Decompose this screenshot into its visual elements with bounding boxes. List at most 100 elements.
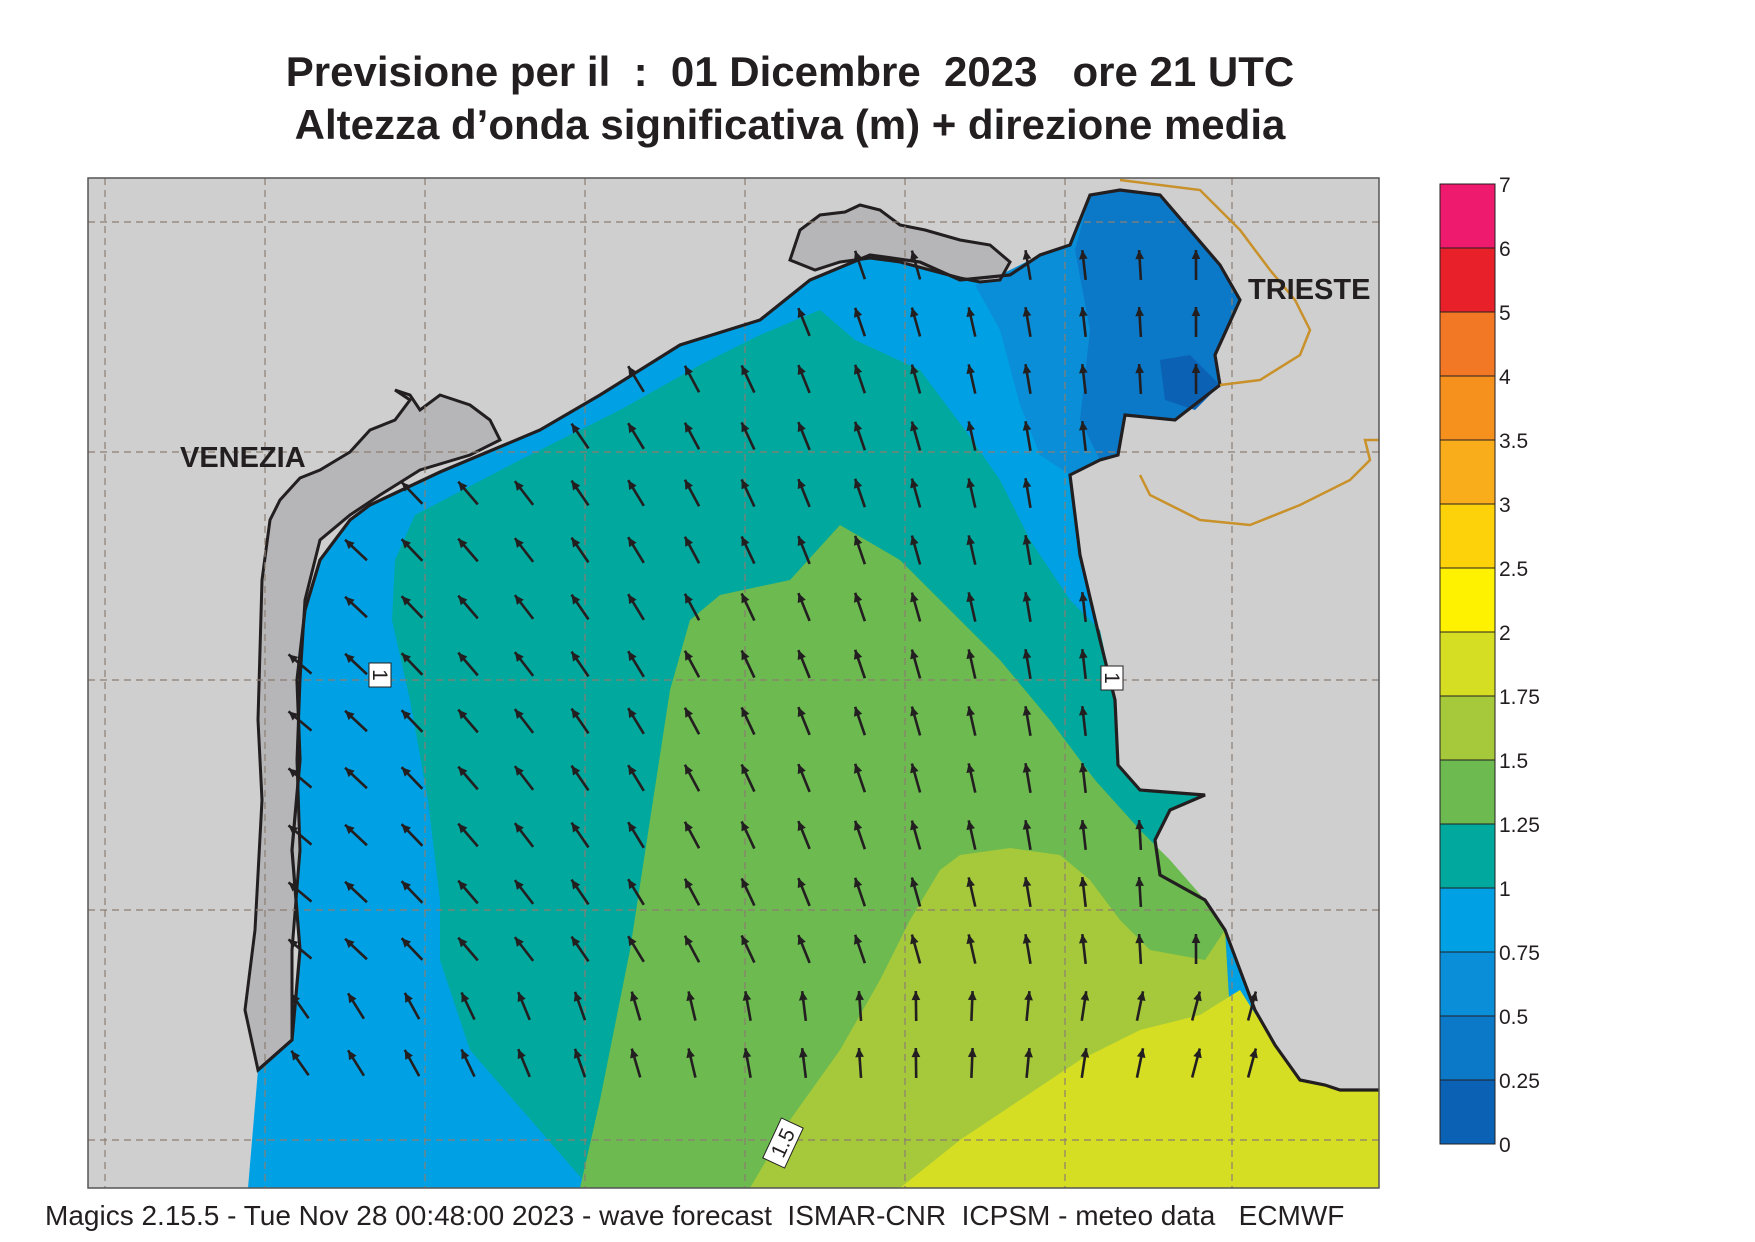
direction-arrow-head	[911, 1048, 921, 1058]
direction-arrow-head	[514, 652, 524, 662]
direction-arrow-head	[404, 1049, 413, 1060]
direction-arrow-head	[797, 707, 806, 718]
direction-arrow-head	[401, 938, 411, 948]
direction-arrow-head	[967, 1048, 977, 1058]
direction-arrow-head	[1022, 649, 1032, 659]
direction-arrow-head	[628, 708, 637, 719]
direction-arrow-head	[1022, 934, 1032, 944]
direction-arrow-head	[1022, 364, 1032, 374]
direction-arrow-head	[401, 824, 411, 834]
direction-arrow-head	[853, 307, 863, 318]
city-label-venezia: VENEZIA	[180, 442, 306, 474]
direction-arrow-head	[910, 421, 919, 432]
svg-text:1: 1	[368, 669, 391, 681]
coastline	[256, 188, 1379, 1092]
direction-arrow-head	[1022, 307, 1032, 317]
footer-credits: Magics 2.15.5 - Tue Nov 28 00:48:00 2023…	[45, 1200, 1345, 1231]
legend-tick-label: 2	[1499, 622, 1511, 645]
direction-arrow-head	[910, 649, 919, 660]
direction-arrow-head	[514, 709, 524, 719]
direction-arrow-head	[291, 993, 301, 1004]
direction-arrow-head	[853, 535, 863, 546]
direction-arrow-head	[853, 934, 863, 945]
direction-arrow-head	[855, 991, 864, 1001]
direction-arrow-head	[288, 711, 299, 721]
direction-arrow-head	[966, 364, 975, 375]
direction-arrow-head	[967, 991, 977, 1001]
direction-arrow-head	[966, 763, 975, 774]
direction-arrow-head	[1022, 763, 1032, 773]
legend-swatch	[1439, 1015, 1496, 1081]
national-border	[1119, 178, 1379, 527]
legend-swatch	[1439, 631, 1496, 697]
direction-arrow-head	[571, 537, 581, 548]
direction-arrow-head	[910, 250, 919, 261]
direction-arrow-head	[291, 1050, 301, 1061]
legend-tick-label: 1.75	[1499, 686, 1540, 709]
direction-arrow-head	[458, 880, 468, 891]
direction-arrow-head	[910, 934, 919, 945]
legend-swatch	[1439, 759, 1496, 825]
direction-arrow-head	[461, 992, 470, 1003]
direction-arrow-head	[628, 594, 637, 605]
direction-arrow-head	[853, 877, 863, 888]
direction-arrow-head	[910, 478, 919, 489]
direction-arrow-head	[288, 825, 299, 835]
direction-arrow-head	[853, 478, 863, 489]
legend-swatch	[1439, 1079, 1496, 1145]
direction-arrow-head	[1022, 592, 1032, 602]
direction-arrow-head	[853, 364, 863, 375]
direction-arrow-head	[348, 1050, 357, 1061]
direction-arrow-head	[1079, 649, 1088, 659]
direction-arrow-head	[853, 592, 863, 603]
wave-direction-arrows	[287, 249, 1258, 1079]
direction-arrow-head	[797, 593, 806, 604]
direction-arrow-head	[1080, 1048, 1090, 1058]
direction-arrow-head	[1135, 820, 1144, 830]
direction-arrow-head	[514, 766, 524, 776]
direction-arrow-head	[1022, 535, 1032, 545]
direction-arrow-head	[966, 307, 975, 318]
direction-arrow-head	[571, 879, 581, 890]
legend-tick-label: 4	[1499, 366, 1511, 389]
direction-arrow-head	[966, 649, 975, 660]
direction-arrow-head	[288, 882, 299, 892]
direction-arrow-head	[1079, 706, 1088, 716]
direction-arrow-head	[1249, 1048, 1258, 1059]
direction-arrow-head	[686, 991, 695, 1002]
direction-arrow-head	[741, 365, 750, 376]
contour-label-1-east: 1	[1100, 665, 1124, 691]
direction-arrow-head	[345, 710, 355, 721]
direction-arrow-head	[288, 654, 299, 664]
direction-arrow-head	[684, 878, 693, 889]
direction-arrow-head	[461, 1049, 470, 1060]
direction-arrow-head	[1191, 934, 1201, 944]
direction-arrow-head	[1079, 364, 1088, 374]
direction-arrow-head	[288, 768, 299, 778]
direction-arrow-head	[628, 765, 637, 776]
direction-arrow-head	[628, 537, 637, 548]
direction-arrow-head	[798, 1048, 808, 1058]
legend-tick-label: 7	[1499, 174, 1511, 197]
svg-text:1: 1	[1100, 672, 1123, 684]
direction-arrow-head	[853, 763, 863, 774]
direction-arrow-head	[345, 881, 355, 892]
direction-arrow-head	[684, 935, 693, 946]
direction-arrow-head	[1191, 364, 1201, 374]
direction-arrow-head	[404, 992, 413, 1003]
direction-arrow-head	[966, 706, 975, 717]
legend-swatch	[1439, 503, 1496, 569]
city-label-trieste: TRIESTE	[1248, 274, 1370, 306]
direction-arrow-head	[1135, 364, 1144, 374]
map-frame	[87, 177, 1380, 1189]
direction-arrow-head	[345, 653, 355, 664]
direction-arrow-head	[1135, 250, 1144, 260]
direction-arrow-head	[797, 365, 806, 376]
color-legend: 7 6 5 4 3.5 3 2.5 2 1.75 1.5 1.25 1 0.75 0.5 0.25 0	[1439, 174, 1540, 1157]
legend-tick-label: 0.25	[1499, 1070, 1540, 1093]
direction-arrow-head	[797, 479, 806, 490]
direction-arrow-head	[1022, 421, 1032, 431]
direction-arrow-head	[514, 481, 524, 491]
direction-arrow-head	[458, 937, 468, 948]
direction-arrow-head	[1024, 991, 1033, 1001]
